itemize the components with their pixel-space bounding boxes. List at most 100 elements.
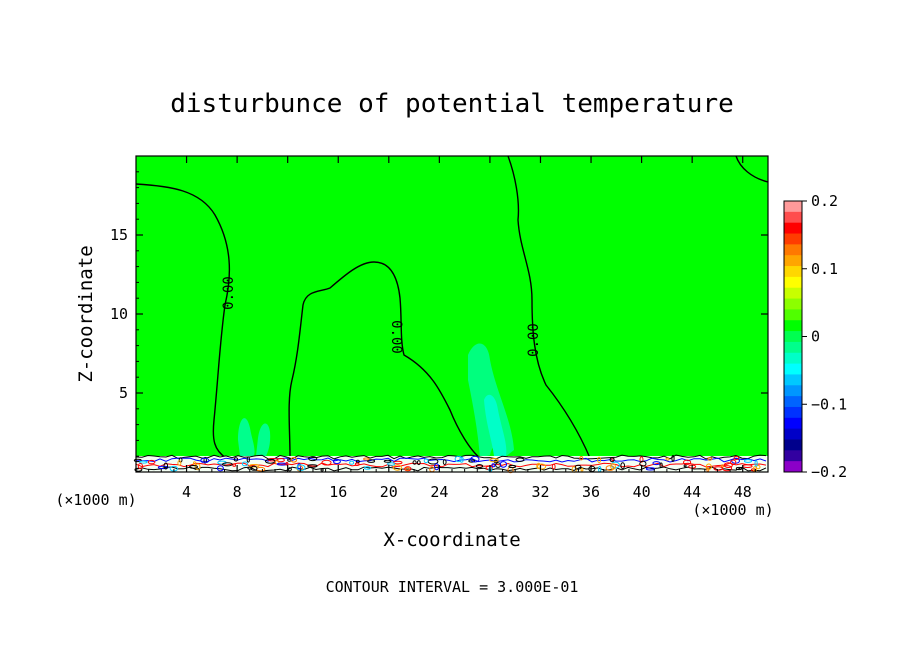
surface-blob [620, 462, 626, 470]
surface-blob [364, 466, 371, 470]
contour-label: 0.00 [526, 323, 542, 357]
surface-blob [468, 459, 476, 463]
contour-line [135, 183, 231, 459]
colorbar-ticks: 0.2 0.1 0 −0.1 −0.2 [802, 192, 847, 481]
y-axis: 5 10 15 [110, 171, 768, 457]
surface-blob [515, 457, 525, 462]
surface-blob [285, 462, 289, 466]
x-unit-right: (×1000 m) [692, 501, 773, 519]
colorbar-swatch [784, 266, 802, 278]
surface-blob [250, 465, 258, 471]
colorbar-swatch [784, 439, 802, 451]
surface-blob [195, 463, 201, 471]
colorbar-tick-label: 0 [811, 328, 820, 346]
x-tick-label: 20 [380, 483, 398, 501]
surface-blob [383, 459, 392, 463]
surface-blob [147, 459, 156, 465]
colorbar-swatch [784, 363, 802, 375]
surface-blob [354, 462, 360, 466]
colorbar-swatch [784, 201, 802, 213]
colorbar-swatch [784, 287, 802, 300]
colorbar-swatch [784, 428, 802, 440]
surface-blob [639, 460, 647, 467]
colorbar-swatch [784, 298, 802, 310]
surface-blob [276, 462, 288, 466]
surface-blob [222, 462, 233, 467]
surface-blob [139, 460, 148, 464]
colorbar-swatch [784, 385, 802, 397]
y-tick-label: 15 [110, 226, 128, 244]
colorbar-swatch [784, 276, 802, 289]
surface-blob [248, 464, 260, 468]
x-tick-label: 28 [481, 483, 499, 501]
surface-blob [416, 460, 421, 466]
surface-layer [133, 454, 768, 474]
surface-blob [652, 461, 661, 466]
surface-blob [363, 457, 370, 461]
colorbar-tick-label: −0.2 [811, 463, 847, 481]
contour-line [288, 261, 481, 459]
surface-blob [349, 460, 355, 465]
surface-blob [157, 465, 169, 470]
contour-label: 0.00 [388, 320, 404, 354]
surface-blob [290, 457, 298, 463]
surface-blob [683, 464, 687, 468]
plot-area [136, 156, 768, 472]
colorbar-swatch [784, 309, 802, 321]
x-tick-label: 32 [531, 483, 549, 501]
surface-blob [659, 462, 663, 468]
colorbar-swatch [784, 450, 802, 462]
colorbar-swatch [784, 211, 802, 224]
colorbar-swatch [784, 222, 802, 235]
surface-blob [412, 460, 417, 465]
surface-contour [135, 454, 767, 460]
surface-blob [507, 466, 514, 474]
surface-blob [320, 468, 324, 472]
negative-anomaly-core [484, 394, 507, 456]
x-tick-label: 8 [233, 483, 242, 501]
y-tick-label: 10 [110, 305, 128, 323]
surface-blob [133, 458, 142, 463]
chart-title: disturbunce of potential temperature [170, 89, 734, 119]
surface-blob [233, 457, 239, 462]
surface-blob [434, 463, 440, 471]
surface-blob [579, 456, 584, 461]
colorbar-swatch [784, 320, 802, 332]
colorbar-swatch [784, 255, 802, 267]
surface-blob [639, 456, 644, 463]
contour-interval-note: CONTOUR INTERVAL = 3.000E-01 [326, 578, 579, 596]
x-tick-label: 4 [182, 483, 191, 501]
colorbar-swatch [784, 461, 802, 473]
surface-blob [246, 456, 250, 463]
surface-contour [135, 457, 767, 463]
x-tick-label: 16 [329, 483, 347, 501]
surface-blob [442, 459, 447, 466]
surface-blob [735, 466, 743, 471]
surface-blob [392, 464, 402, 471]
surface-blob [754, 460, 758, 467]
surface-blob [743, 459, 753, 463]
surface-blob [241, 461, 248, 467]
surface-blob [499, 461, 508, 468]
surface-blob [645, 467, 656, 471]
surface-blob [137, 463, 143, 470]
surface-blob [491, 463, 496, 468]
contour-label: 0.00 [221, 276, 237, 310]
surface-blob [308, 456, 318, 462]
surface-blob [216, 465, 224, 472]
surface-blob [423, 458, 429, 464]
surface-blob [332, 458, 341, 465]
colorbar-swatch [784, 233, 802, 245]
colorbar-swatch [784, 417, 802, 430]
surface-blob [551, 463, 556, 470]
surface-blob [730, 459, 737, 466]
colorbar-swatch [784, 406, 802, 419]
surface-blob [405, 467, 410, 471]
surface-blob [580, 468, 584, 472]
colorbar-swatch [784, 352, 802, 365]
surface-blob [489, 458, 499, 463]
surface-blob [671, 455, 675, 462]
surface-blob [723, 462, 733, 469]
surface-blob [537, 463, 547, 470]
